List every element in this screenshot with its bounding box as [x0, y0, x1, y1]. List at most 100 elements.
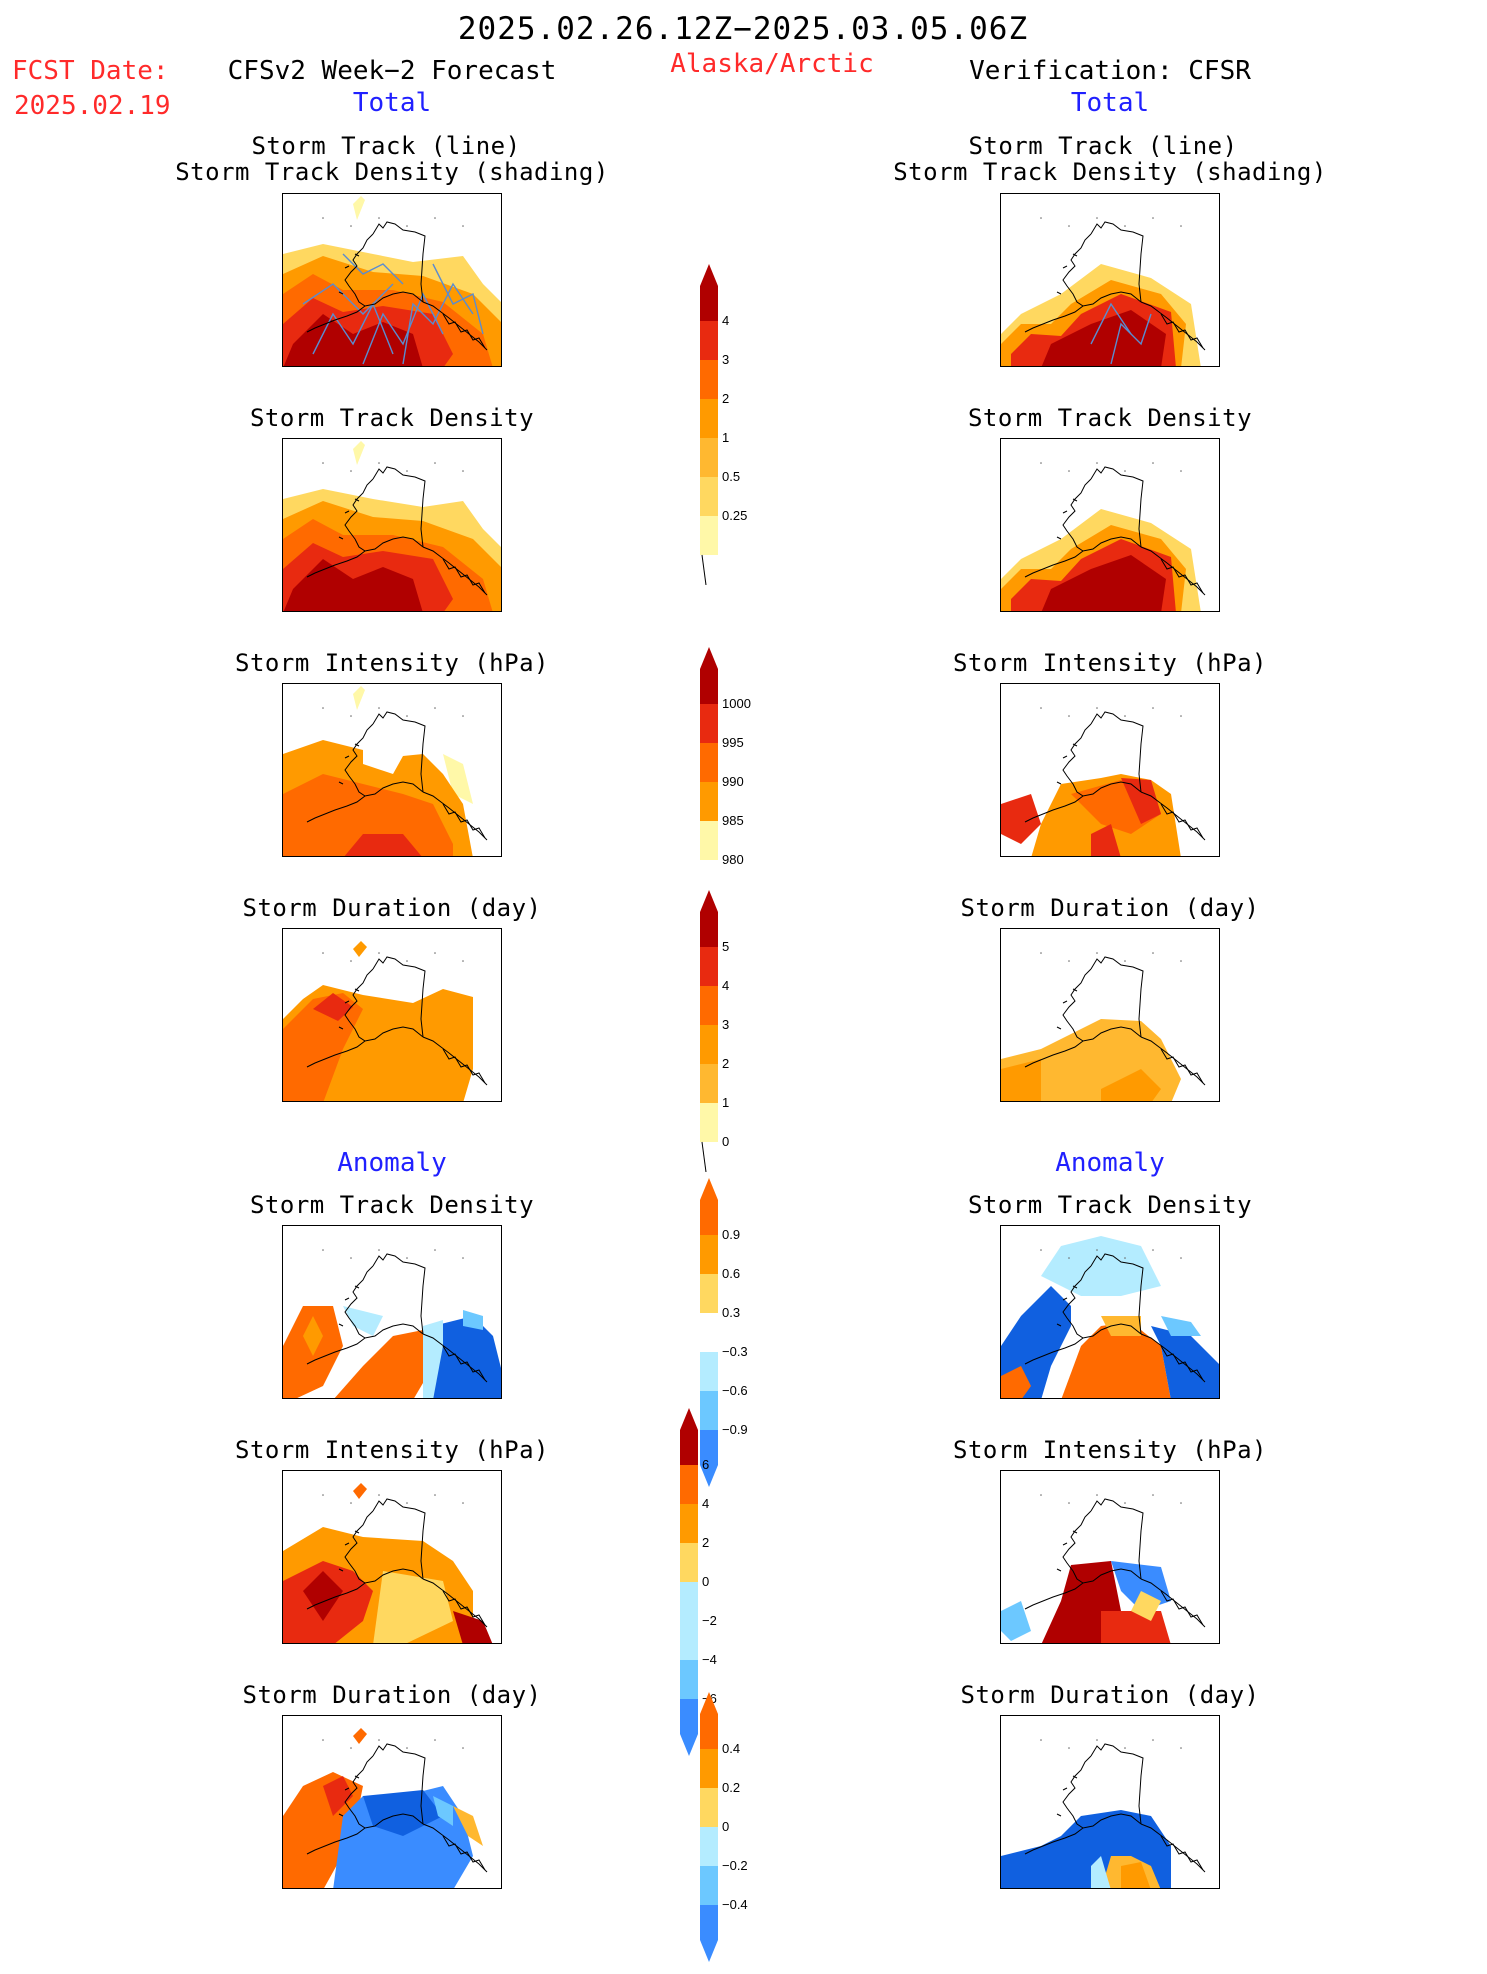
colorbar-anomaly_intensity_colorbar-band-1	[680, 1465, 698, 1504]
map-left-intensity-blob-3	[283, 774, 453, 856]
map-left-anom-intensity-graticule-dot-1	[350, 1502, 352, 1504]
map-left-anom-density-blob-1	[303, 1316, 323, 1356]
map-right-duration-coastline-0	[1090, 956, 1144, 1038]
map-left-anom-duration-blob-0	[353, 1728, 367, 1744]
map-right-anom-duration-graticule-dot-2	[1096, 1739, 1098, 1741]
colorbar-anomaly_density_colorbar-svg	[700, 1178, 718, 1487]
left-column-title: CFSv2 Week−2 Forecast	[227, 56, 557, 86]
colorbar-anomaly_intensity_colorbar-tick-1: 4	[702, 1496, 710, 1511]
map-right-intensity-graticule-dot-4	[1152, 707, 1154, 709]
right-anom-density-title: Storm Track Density	[967, 1191, 1253, 1219]
map-right-anom-duration-graticule-dot-3	[1124, 1747, 1126, 1749]
map-left-track-coastline-5	[338, 253, 360, 295]
map-right-intensity-graticule-dot-3	[1124, 715, 1126, 717]
right-total-label: Total	[1070, 88, 1150, 118]
left-anomaly-label: Anomaly	[337, 1148, 447, 1178]
map-right-anom-density-blob-6	[1161, 1316, 1201, 1336]
map-left-anom-density-blob-2	[334, 1330, 433, 1398]
colorbar-anomaly_duration_colorbar-band-2	[700, 1788, 718, 1827]
map-left-anom-intensity-graticule-dot-3	[406, 1502, 408, 1504]
colorbar-total_intensity_colorbar-band-1	[700, 704, 718, 743]
map-right-intensity-blob-4	[1091, 824, 1121, 856]
map-left-anom-duration-svg	[283, 1728, 501, 1888]
map-right-duration-coastline-2	[1062, 968, 1142, 1042]
left-anom-density-title: Storm Track Density	[249, 1191, 535, 1219]
map-right-track-svg	[1001, 217, 1219, 366]
map-left-intensity-coastline-5	[338, 743, 360, 785]
map-right-anom-duration-graticule-dot-0	[1040, 1739, 1042, 1741]
map-right-anom-duration-coastline-5	[1056, 1775, 1078, 1817]
map-right-intensity-coastline-3	[1024, 795, 1084, 823]
map-right-duration-blob-1	[1001, 1059, 1041, 1101]
map-right-density-coastline-3	[1024, 550, 1084, 578]
map-left-duration-coastline-0	[372, 956, 426, 1038]
map-left-intensity-coastline-2	[344, 723, 424, 797]
map-right-anom-duration-coastline-3	[1024, 1827, 1084, 1855]
left-duration-title: Storm Duration (day)	[242, 894, 542, 922]
map-left-track-graticule-dot-5	[462, 225, 464, 227]
map-right-anom-density-graticule-dot-2	[1096, 1249, 1098, 1251]
map-left-anom-density-blob-3	[343, 1306, 383, 1336]
colorbar-anomaly_duration_colorbar-tick-1: 0.2	[722, 1780, 741, 1795]
map-right-duration-graticule-dot-1	[1068, 960, 1070, 962]
colorbar-total_density_colorbar-tail	[701, 554, 707, 585]
map-right-anom-intensity	[1000, 1470, 1220, 1644]
map-left-intensity-blob-4	[344, 834, 422, 856]
map-right-intensity	[1000, 683, 1220, 857]
map-left-anom-duration-graticule-dot-2	[378, 1739, 380, 1741]
map-left-track	[282, 193, 502, 367]
map-right-track-coastline-5	[1056, 253, 1078, 295]
map-left-track-coastline-3	[306, 305, 366, 333]
map-left-intensity-blob-0	[353, 686, 365, 710]
map-left-intensity	[282, 683, 502, 857]
map-right-anom-density-blob-3	[1061, 1322, 1171, 1398]
map-left-track-svg	[283, 196, 501, 366]
map-right-anom-duration-svg	[1001, 1739, 1219, 1888]
map-left-intensity-blob-1	[443, 754, 473, 804]
map-left-density-coastline-4	[442, 558, 486, 594]
map-right-duration	[1000, 928, 1220, 1102]
right-track-line-title: Storm Track (line)	[968, 132, 1238, 160]
map-left-anom-density-coastline-4	[442, 1345, 486, 1381]
map-left-anom-density-blob-6	[463, 1310, 483, 1330]
colorbar-total_intensity_colorbar-tick-1: 995	[722, 735, 744, 750]
colorbar-total_duration_colorbar-tick-5: 0	[722, 1134, 730, 1149]
map-right-track-graticule-dot-2	[1096, 217, 1098, 219]
map-right-duration-graticule-dot-0	[1040, 952, 1042, 954]
map-right-anom-density-coastline-5	[1056, 1285, 1078, 1327]
map-left-track-storm-track-3	[302, 283, 394, 315]
map-left-anom-intensity-graticule-dot-2	[378, 1494, 380, 1496]
colorbar-total_duration_colorbar-tail	[701, 1141, 707, 1172]
colorbar-total_duration_colorbar-band-0	[700, 890, 718, 947]
map-left-intensity-graticule-dot-3	[406, 715, 408, 717]
colorbar-anomaly_intensity_colorbar-svg	[680, 1408, 698, 1756]
map-left-track-graticule-dot-4	[434, 217, 436, 219]
map-left-anom-density-coastline-5	[338, 1285, 360, 1327]
map-right-anom-duration	[1000, 1715, 1220, 1889]
colorbar-total_intensity_colorbar-band-3	[700, 782, 718, 821]
map-left-anom-intensity-coastline-2	[344, 1510, 424, 1584]
map-left-duration-blob-3	[313, 993, 353, 1021]
map-left-anom-intensity-blob-0	[353, 1483, 367, 1499]
right-intensity-title: Storm Intensity (hPa)	[953, 649, 1267, 677]
map-right-anom-density-graticule-dot-4	[1152, 1249, 1154, 1251]
colorbar-total_intensity_colorbar-band-4	[700, 821, 718, 860]
left-track-shading-title: Storm Track Density (shading)	[175, 158, 609, 186]
map-right-anom-intensity-blob-0	[1001, 1601, 1031, 1641]
map-left-anom-duration-coastline-2	[344, 1755, 424, 1829]
map-right-density-blob-3	[1041, 555, 1166, 611]
map-right-anom-duration-coastline-2	[1062, 1755, 1142, 1829]
map-left-density-graticule-dot-1	[350, 470, 352, 472]
colorbar-anomaly_intensity_colorbar-tick-4: −2	[702, 1613, 717, 1628]
map-left-density-graticule-dot-4	[434, 462, 436, 464]
colorbar-total_density_colorbar-band-5	[700, 477, 718, 516]
colorbar-anomaly_intensity_colorbar-band-2	[680, 1504, 698, 1543]
colorbar-total_density_colorbar-svg	[700, 264, 718, 585]
map-right-duration-blob-2	[1101, 1069, 1161, 1101]
left-total-label: Total	[352, 88, 432, 118]
map-left-intensity-coastline-3	[306, 795, 366, 823]
colorbar-total_duration_colorbar-svg	[700, 890, 718, 1172]
map-left-anom-intensity-coastline-3	[306, 1582, 366, 1610]
map-right-anom-intensity-graticule-dot-2	[1096, 1494, 1098, 1496]
map-right-density-graticule-dot-0	[1040, 462, 1042, 464]
